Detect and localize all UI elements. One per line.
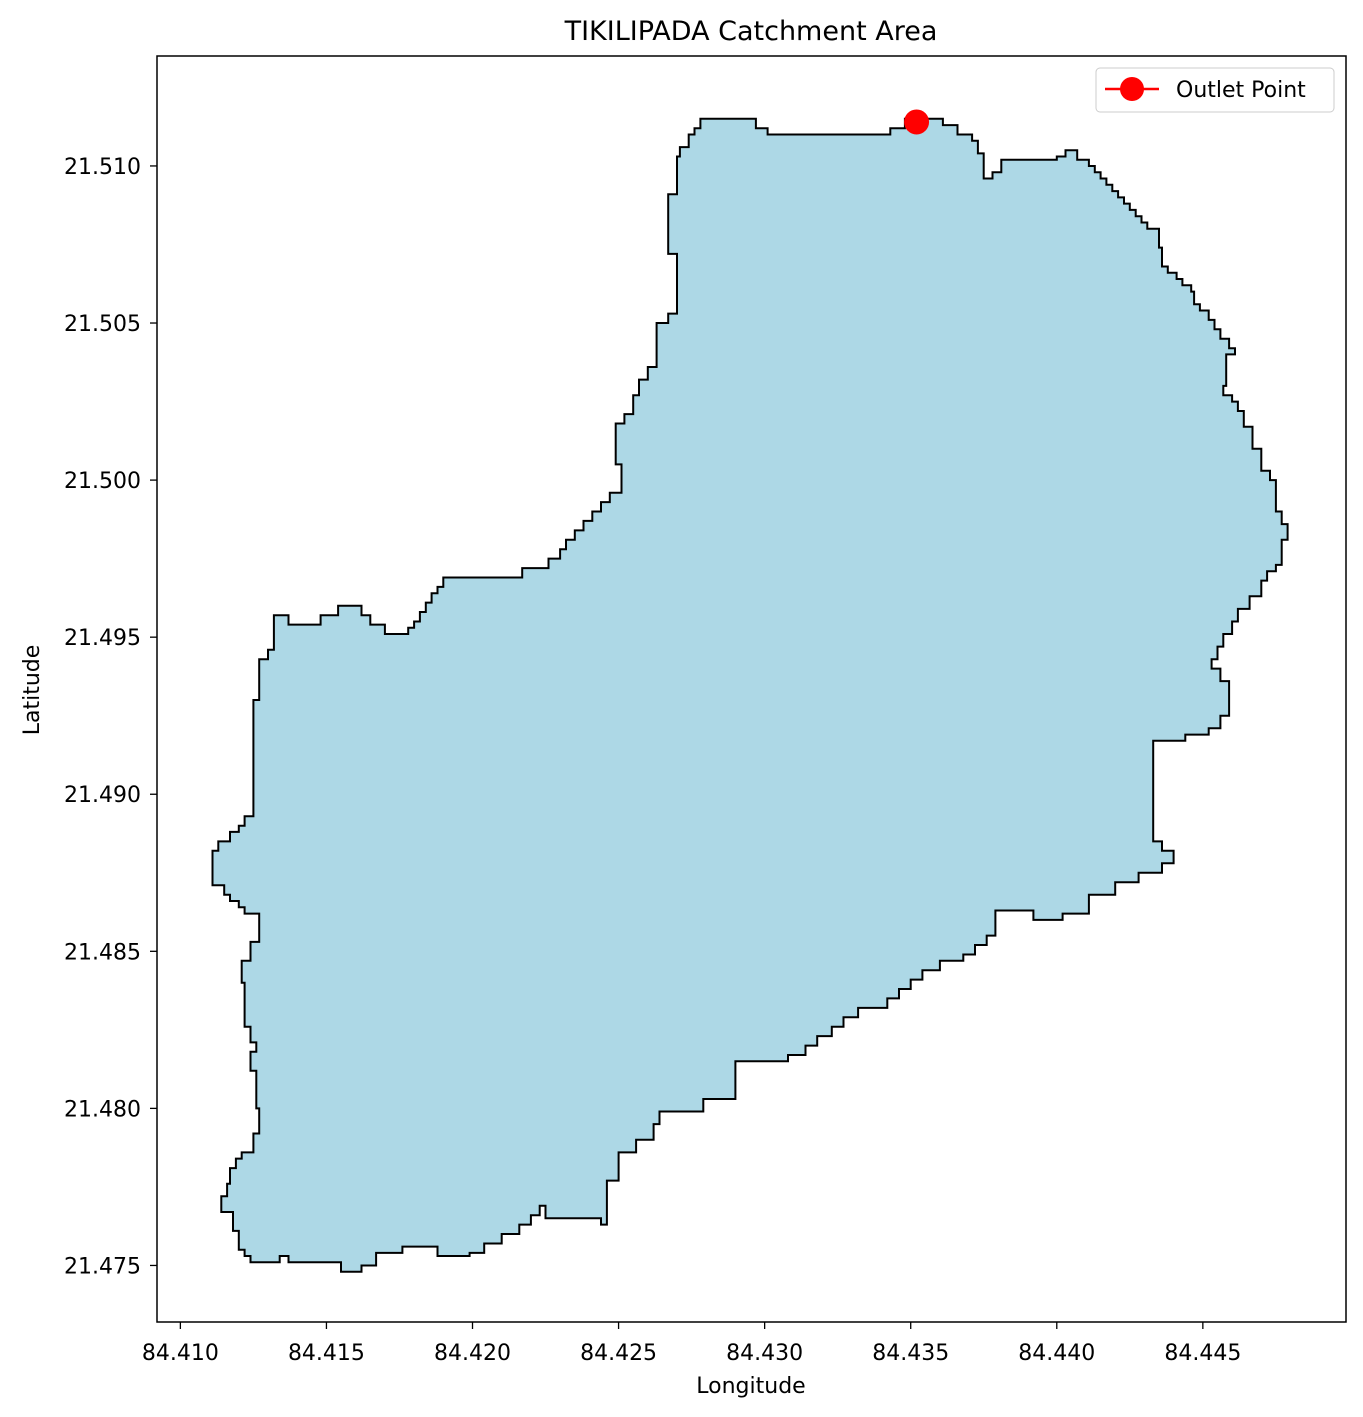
y-tick-label: 21.505	[64, 312, 141, 337]
plot-border	[156, 55, 1347, 1323]
x-tick-label: 84.435	[872, 1341, 949, 1366]
y-tick-label: 21.500	[64, 469, 141, 494]
y-tick-label: 21.475	[64, 1254, 141, 1279]
x-tick-label: 84.425	[580, 1341, 657, 1366]
plot-area	[156, 55, 1347, 1323]
x-axis-label: Longitude	[696, 1374, 805, 1399]
y-tick-label: 21.480	[64, 1097, 141, 1122]
y-tick-label: 21.495	[64, 626, 141, 651]
y-tick-label: 21.490	[64, 783, 141, 808]
x-tick-label: 84.415	[288, 1341, 365, 1366]
legend: Outlet Point	[1095, 67, 1335, 113]
legend-marker-swatch	[1120, 77, 1144, 101]
y-tick-label: 21.510	[64, 155, 141, 180]
legend-label-outlet-point: Outlet Point	[1176, 78, 1306, 103]
x-tick-label: 84.440	[1018, 1341, 1095, 1366]
outlet-point-layer	[904, 109, 930, 135]
outlet-point-marker	[904, 109, 930, 135]
x-tick-label: 84.430	[726, 1341, 803, 1366]
y-tick-label: 21.485	[64, 940, 141, 965]
x-tick-label: 84.420	[434, 1341, 511, 1366]
y-axis-label: Latitude	[20, 645, 45, 736]
x-axis: 84.410 84.415 84.420 84.425 84.430 84.435 84.4…	[142, 1322, 1241, 1366]
legend-box	[1095, 67, 1335, 113]
x-tick-label: 84.445	[1164, 1341, 1241, 1366]
chart-title: TIKILIPADA Catchment Area	[564, 16, 938, 47]
x-tick-label: 84.410	[142, 1341, 219, 1366]
y-axis: 21.475 21.480 21.485 21.490 21.495 21.500 21.5…	[64, 155, 157, 1279]
catchment-polygon-layer	[211, 117, 1289, 1273]
catchment-polygon	[211, 117, 1289, 1273]
